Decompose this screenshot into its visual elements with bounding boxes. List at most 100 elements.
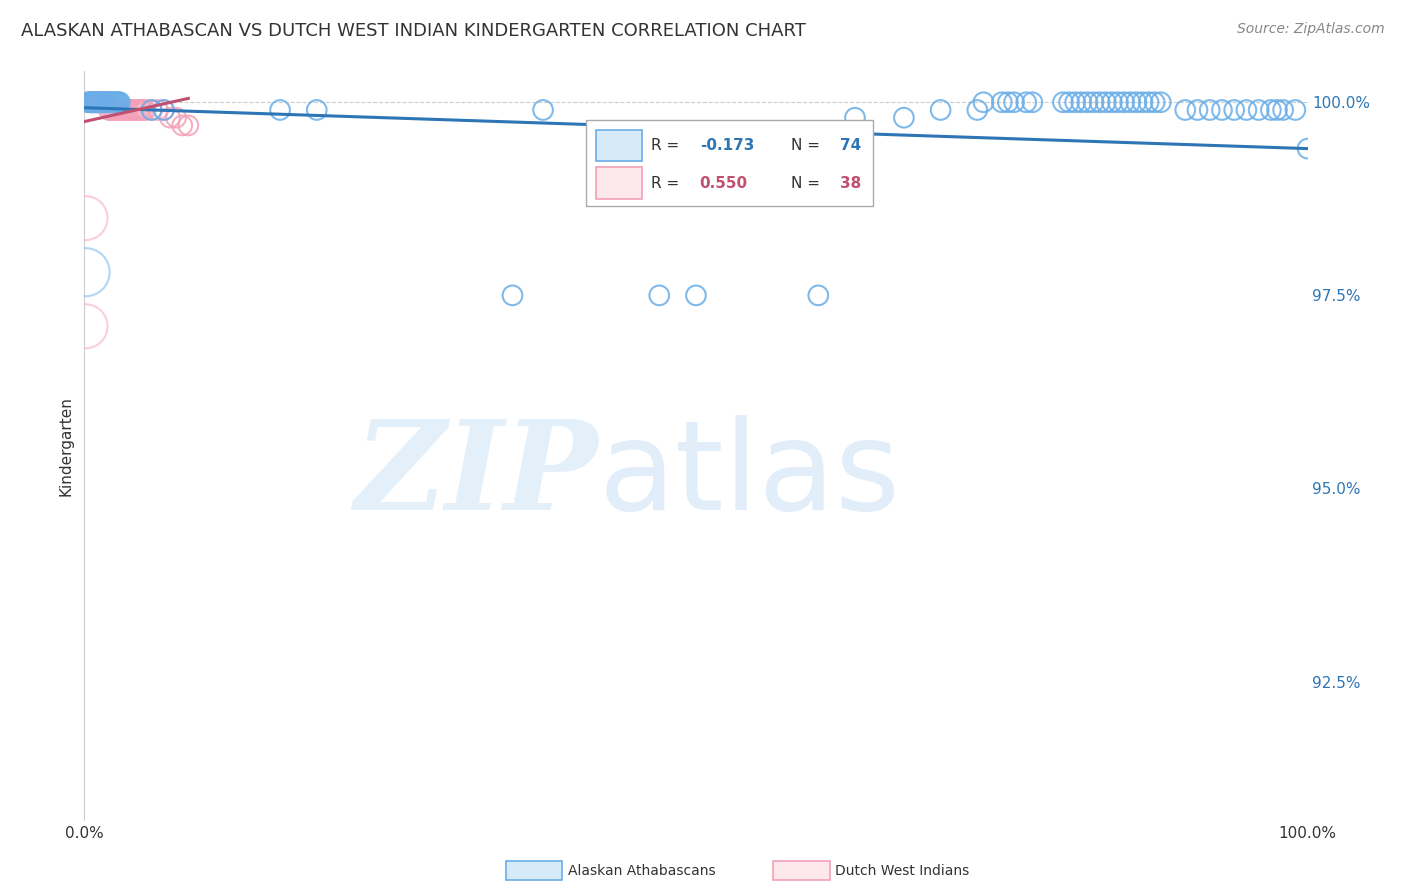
Point: [972, 95, 994, 110]
Point: [807, 288, 830, 302]
Point: [929, 103, 952, 117]
Text: R =: R =: [651, 138, 683, 153]
Y-axis label: Kindergarten: Kindergarten: [58, 396, 73, 496]
Point: [153, 103, 176, 117]
Point: [90, 95, 112, 110]
Point: [502, 288, 524, 302]
Point: [98, 95, 121, 110]
Point: [1057, 95, 1080, 110]
Point: [80, 95, 103, 110]
FancyBboxPatch shape: [586, 120, 873, 206]
Point: [1101, 95, 1123, 110]
Point: [94, 95, 117, 110]
Point: [177, 119, 200, 133]
Point: [75, 211, 97, 226]
Point: [141, 103, 163, 117]
Point: [79, 95, 101, 110]
Point: [105, 103, 128, 117]
Point: [1296, 142, 1319, 156]
Point: [269, 103, 291, 117]
Point: [997, 95, 1019, 110]
Text: atlas: atlas: [598, 416, 900, 536]
Point: [96, 95, 118, 110]
Point: [127, 103, 149, 117]
Text: 38: 38: [841, 176, 862, 191]
Point: [1083, 95, 1105, 110]
Point: [86, 95, 108, 110]
Point: [110, 103, 132, 117]
Point: [1125, 95, 1147, 110]
Text: ALASKAN ATHABASCAN VS DUTCH WEST INDIAN KINDERGARTEN CORRELATION CHART: ALASKAN ATHABASCAN VS DUTCH WEST INDIAN …: [21, 22, 806, 40]
Text: -0.173: -0.173: [700, 138, 754, 153]
Text: R =: R =: [651, 176, 683, 191]
Point: [120, 103, 142, 117]
Point: [1143, 95, 1166, 110]
Point: [80, 95, 103, 110]
Point: [91, 95, 114, 110]
Point: [108, 95, 131, 110]
Text: N =: N =: [792, 176, 825, 191]
Text: ZIP: ZIP: [354, 415, 598, 537]
Point: [1021, 95, 1043, 110]
Point: [685, 288, 707, 302]
Point: [1247, 103, 1270, 117]
Point: [87, 95, 110, 110]
Point: [122, 103, 145, 117]
Point: [75, 265, 97, 279]
Point: [107, 95, 129, 110]
Point: [100, 103, 122, 117]
Point: [966, 103, 988, 117]
Point: [84, 95, 107, 110]
Point: [79, 95, 101, 110]
Point: [135, 103, 157, 117]
Point: [77, 95, 100, 110]
Point: [117, 103, 139, 117]
Point: [1236, 103, 1258, 117]
Point: [103, 103, 125, 117]
Point: [531, 103, 554, 117]
Point: [1002, 95, 1025, 110]
Point: [1150, 95, 1173, 110]
Point: [77, 95, 100, 110]
Text: 0.550: 0.550: [700, 176, 748, 191]
Point: [91, 95, 114, 110]
Point: [648, 288, 671, 302]
Point: [103, 95, 125, 110]
Text: Source: ZipAtlas.com: Source: ZipAtlas.com: [1237, 22, 1385, 37]
Point: [305, 103, 328, 117]
Point: [83, 95, 105, 110]
Point: [87, 95, 110, 110]
Point: [132, 103, 155, 117]
Point: [83, 95, 105, 110]
Point: [97, 95, 120, 110]
Point: [1272, 103, 1295, 117]
Point: [1137, 95, 1160, 110]
Text: 74: 74: [841, 138, 862, 153]
Point: [159, 111, 181, 125]
Point: [75, 319, 97, 334]
Point: [1064, 95, 1087, 110]
Point: [1284, 103, 1306, 117]
Point: [1094, 95, 1116, 110]
Point: [105, 95, 128, 110]
Point: [84, 95, 107, 110]
Point: [104, 95, 127, 110]
Point: [82, 95, 104, 110]
Point: [129, 103, 152, 117]
Point: [1174, 103, 1197, 117]
Point: [1260, 103, 1282, 117]
Point: [89, 95, 111, 110]
Point: [87, 95, 110, 110]
Text: Alaskan Athabascans: Alaskan Athabascans: [568, 863, 716, 878]
Point: [112, 103, 135, 117]
Point: [101, 95, 124, 110]
Point: [1211, 103, 1233, 117]
FancyBboxPatch shape: [596, 168, 643, 199]
Point: [1132, 95, 1154, 110]
Point: [1076, 95, 1098, 110]
Point: [165, 111, 187, 125]
Point: [1187, 103, 1209, 117]
Point: [1015, 95, 1038, 110]
Point: [1198, 103, 1220, 117]
Text: N =: N =: [792, 138, 825, 153]
